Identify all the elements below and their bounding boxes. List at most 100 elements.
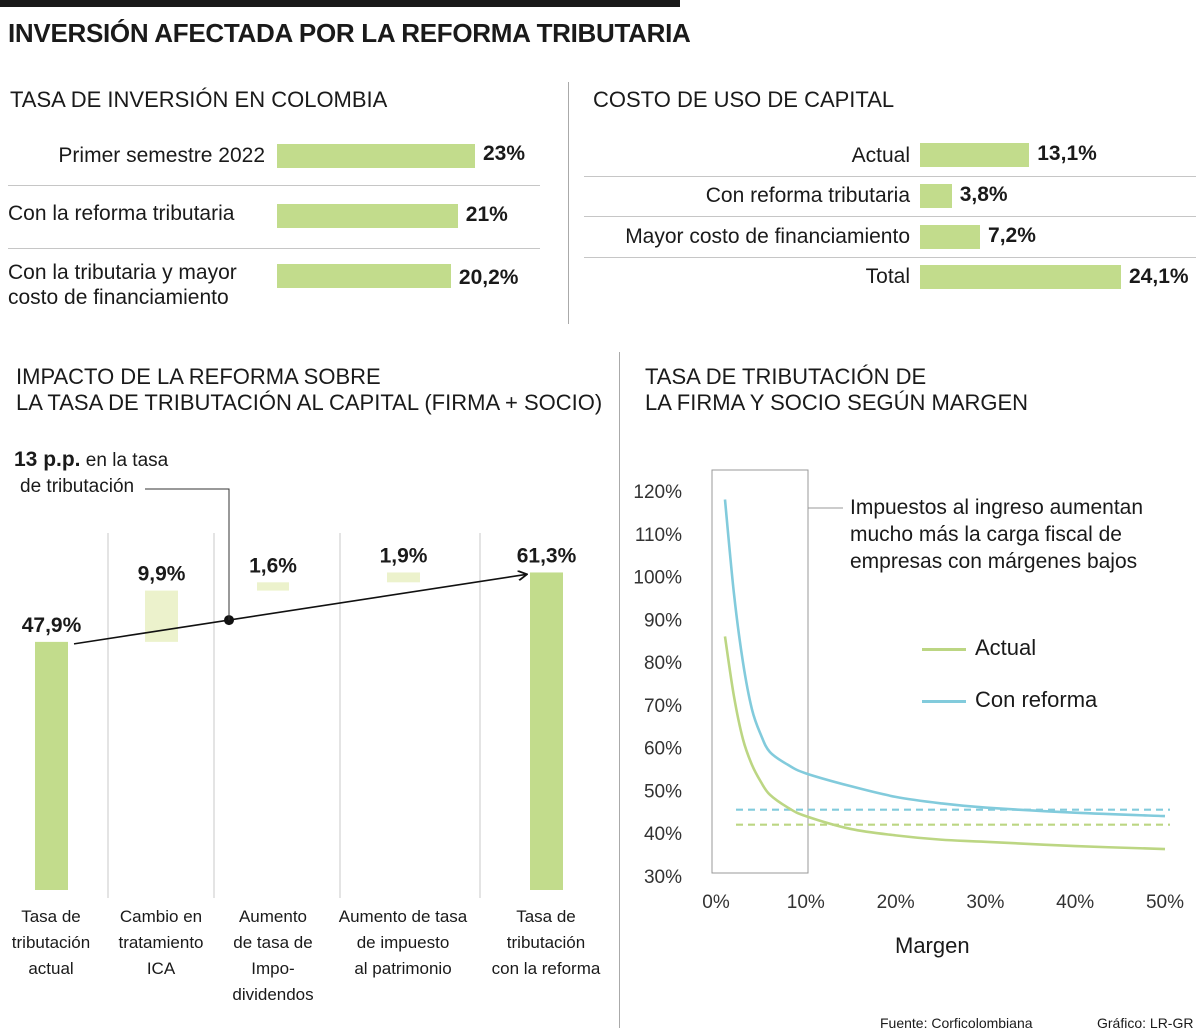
line-chart-annotation: Impuestos al ingreso aumentan mucho más … (850, 494, 1143, 575)
legend-label-reforma: Con reforma (975, 687, 1098, 712)
category-line: Tasa de (21, 907, 81, 926)
capital-cost-value: 24,1% (1129, 265, 1189, 288)
annotation-bold: 13 p.p. (14, 448, 81, 471)
annotation-line-1: en la tasa (80, 450, 169, 471)
y-tick-label: 80% (644, 653, 682, 674)
annotation-line: mucho más la carga fiscal de (850, 523, 1122, 546)
x-axis-label: Margen (895, 933, 970, 958)
waterfall-category-label: Tasa de tributación con la reforma (481, 904, 611, 982)
y-tick-label: 100% (633, 568, 682, 589)
capital-cost-bar (920, 225, 981, 249)
divider (8, 185, 540, 186)
capital-cost-value: 13,1% (1037, 142, 1097, 165)
y-tick-label: 70% (644, 696, 682, 717)
waterfall-bar (387, 572, 420, 583)
top-rule (0, 0, 680, 7)
x-tick-label: 10% (787, 892, 825, 910)
waterfall-annotation: 13 p.p. en la tasa (14, 448, 168, 472)
capital-cost-value: 7,2% (988, 224, 1036, 247)
capital-cost-value: 3,8% (959, 183, 1008, 206)
legend-label-actual: Actual (975, 635, 1037, 660)
capital-cost-label: Actual (851, 144, 910, 167)
x-tick-label: 20% (877, 892, 915, 910)
waterfall-value-label: 1,9% (380, 544, 428, 567)
source-note: Fuente: Corficolombiana (880, 1015, 1033, 1031)
y-tick-label: 40% (644, 824, 682, 845)
divider (584, 216, 1196, 217)
investment-label-3b: costo de financiamiento (8, 286, 229, 309)
investment-rate-title: TASA DE INVERSIÓN EN COLOMBIA (10, 87, 388, 112)
main-title: INVERSIÓN AFECTADA POR LA REFORMA TRIBUT… (8, 18, 691, 48)
series-line-actual (723, 636, 1166, 851)
trend-arrow (73, 574, 526, 645)
capital-cost-bar (920, 265, 1121, 289)
capital-cost-bar (920, 184, 952, 208)
y-tick-label: 50% (644, 781, 682, 802)
panel-separator (619, 352, 620, 1028)
waterfall-value-label: 1,6% (249, 554, 297, 577)
line-chart-title-1: TASA DE TRIBUTACIÓN DE (645, 364, 927, 389)
investment-value: 21% (465, 203, 508, 226)
category-line: dividendos (232, 985, 314, 1004)
waterfall-chart: 47,9% 9,9% 1,6% 1,9% 61,3% (22, 488, 577, 898)
capital-cost-title: COSTO DE USO DE CAPITAL (593, 87, 895, 112)
x-tick-label: 50% (1146, 892, 1184, 910)
y-tick-label: 30% (644, 867, 682, 888)
waterfall-value-label: 9,9% (138, 563, 186, 586)
annotation-line: empresas con márgenes bajos (850, 550, 1138, 573)
category-line: de tasa de (233, 933, 313, 952)
investment-bar (277, 144, 475, 168)
category-line: tributación (506, 933, 586, 952)
legend-swatch-actual (922, 648, 966, 651)
waterfall-bar (35, 641, 68, 890)
category-line: Cambio en (119, 907, 203, 926)
y-tick-label: 90% (644, 610, 682, 631)
waterfall-category-label: Aumento de tasa de Impo-dividendos (208, 904, 338, 1008)
x-tick-label: 30% (966, 892, 1004, 910)
category-line: actual (28, 959, 74, 978)
divider (584, 176, 1196, 177)
investment-label-3a: Con la tributaria y mayor (8, 261, 237, 284)
waterfall-value-label: 47,9% (22, 614, 82, 637)
category-line: tratamiento (118, 933, 204, 952)
investment-label-1: Primer semestre 2022 (58, 144, 265, 167)
investment-value: 20,2% (458, 266, 519, 289)
capital-cost-bar (920, 143, 1030, 167)
waterfall-category-label: Tasa de tributación actual (0, 904, 116, 982)
waterfall-title-1: IMPACTO DE LA REFORMA SOBRE (16, 364, 381, 389)
waterfall-category-label: Aumento de tasa de impuesto al patrimonio (338, 904, 468, 982)
capital-cost-label: Mayor costo de financiamiento (625, 225, 910, 248)
category-line: con la reforma (491, 959, 601, 978)
divider (8, 248, 540, 249)
investment-value: 23% (483, 142, 526, 165)
annotation-line-2: de tributación (20, 476, 135, 497)
waterfall-category-label: Cambio en tratamiento ICA (96, 904, 226, 982)
waterfall-value-label: 61,3% (517, 544, 577, 567)
legend-swatch-reforma (922, 700, 966, 703)
line-chart-title-2: LA FIRMA Y SOCIO SEGÚN MARGEN (645, 390, 1029, 415)
waterfall-bar (257, 582, 289, 591)
category-line: al patrimonio (354, 959, 452, 978)
series-line-con-reforma (723, 499, 1166, 818)
category-line: de impuesto (356, 933, 450, 952)
waterfall-bar (145, 590, 178, 642)
waterfall-title-2: LA TASA DE TRIBUTACIÓN AL CAPITAL (FIRMA… (16, 390, 603, 415)
y-tick-label: 110% (635, 525, 682, 546)
capital-cost-label: Total (865, 265, 910, 288)
category-line: Tasa de (516, 907, 576, 926)
category-line: Aumento (238, 907, 308, 926)
low-margin-highlight-box (711, 469, 809, 874)
investment-bar (277, 204, 458, 228)
investment-label-2: Con la reforma tributaria (8, 202, 235, 225)
category-line: tributación (11, 933, 91, 952)
x-tick-label: 0% (702, 892, 730, 910)
annotation-leader (145, 488, 230, 621)
capital-cost-label: Con reforma tributaria (705, 184, 910, 207)
category-line: Aumento de tasa (338, 907, 468, 926)
category-line: Impo- (251, 959, 295, 978)
divider (584, 257, 1196, 258)
panel-separator (568, 82, 569, 324)
annotation-line: Impuestos al ingreso aumentan (850, 496, 1144, 519)
credit-note: Gráfico: LR-GR (1097, 1015, 1194, 1031)
line-chart: 30% 40% 50% 60% 70% 80% 90% 100% 110% 120% 0% 10% 20… (633, 469, 1184, 910)
